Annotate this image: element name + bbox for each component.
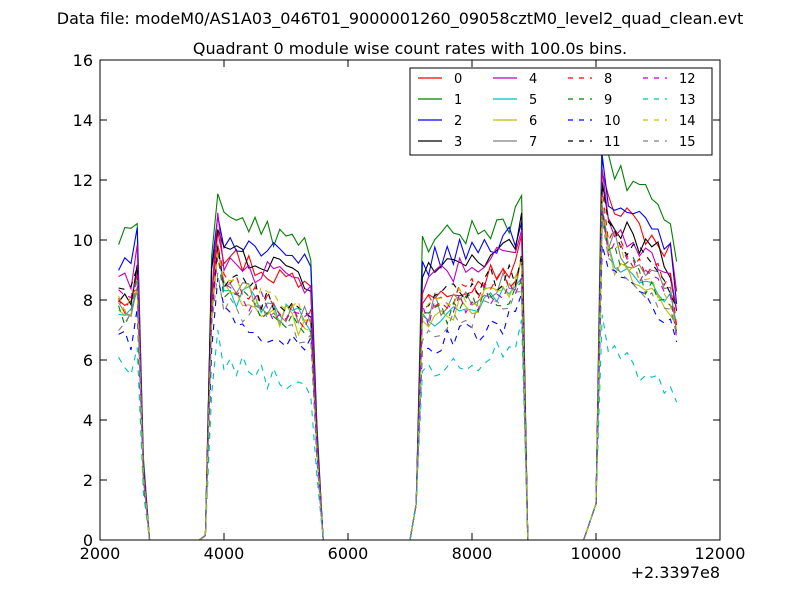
legend-label-11: 11 <box>604 135 621 150</box>
x-tick-label: 4000 <box>204 544 245 563</box>
x-offset-label: +2.3397e8 <box>631 563 720 582</box>
legend-label-6: 6 <box>529 114 537 129</box>
legend-label-10: 10 <box>604 114 621 129</box>
legend-label-15: 15 <box>679 135 696 150</box>
legend-label-14: 14 <box>679 114 696 129</box>
legend-label-3: 3 <box>454 135 462 150</box>
y-tick-label: 6 <box>83 351 93 370</box>
y-tick-label: 4 <box>83 411 93 430</box>
legend-label-2: 2 <box>454 114 462 129</box>
legend-label-1: 1 <box>454 93 462 108</box>
legend-label-12: 12 <box>679 72 696 87</box>
legend-label-5: 5 <box>529 93 537 108</box>
x-tick-label: 6000 <box>328 544 369 563</box>
y-tick-label: 10 <box>73 231 93 250</box>
y-tick-label: 8 <box>83 291 93 310</box>
legend-label-9: 9 <box>604 93 612 108</box>
x-tick-label: 8000 <box>452 544 493 563</box>
y-tick-label: 14 <box>73 111 93 130</box>
legend-label-13: 13 <box>679 93 696 108</box>
legend-frame <box>409 67 713 156</box>
x-tick-label: 2000 <box>80 544 121 563</box>
plot-frame <box>99 59 721 541</box>
y-tick-label: 2 <box>83 471 93 490</box>
y-tick-label: 12 <box>73 171 93 190</box>
x-tick-label: 10000 <box>571 544 622 563</box>
x-tick-label: 12000 <box>695 544 746 563</box>
chart-title: Quadrant 0 module wise count rates with … <box>193 39 627 58</box>
legend-label-4: 4 <box>529 72 537 87</box>
legend-label-8: 8 <box>604 72 612 87</box>
legend-label-7: 7 <box>529 135 537 150</box>
y-tick-label: 16 <box>73 51 93 70</box>
legend-label-0: 0 <box>454 72 462 87</box>
series-10-line <box>118 244 678 541</box>
y-tick-label: 0 <box>83 531 93 550</box>
chart-suptitle: Data file: modeM0/AS1A03_046T01_90000012… <box>57 9 743 29</box>
